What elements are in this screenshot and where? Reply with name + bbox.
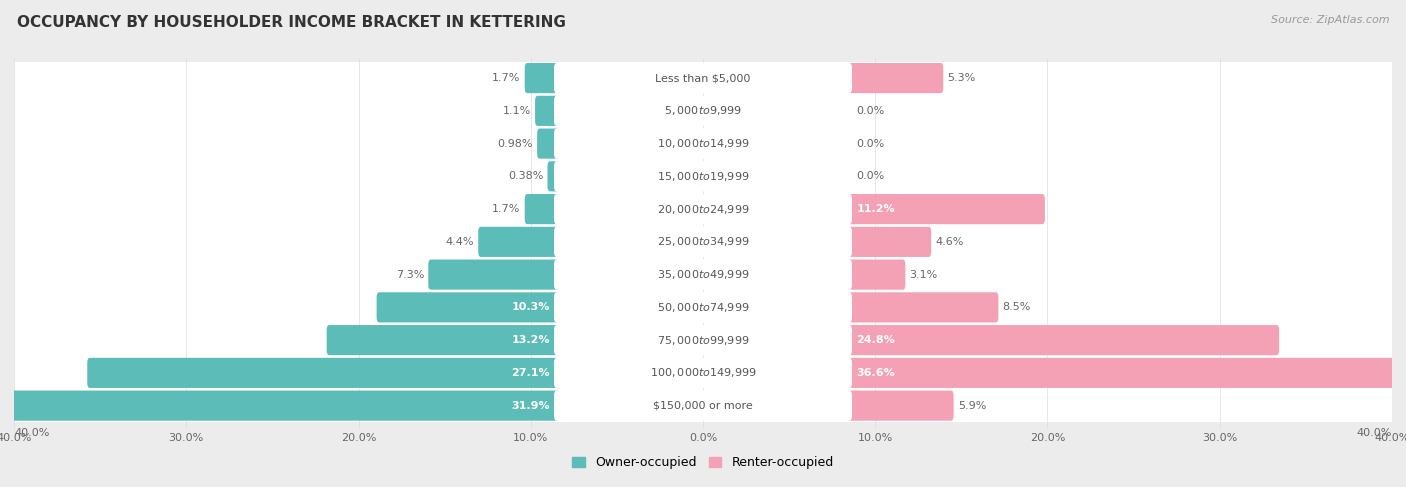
FancyBboxPatch shape bbox=[846, 391, 953, 421]
FancyBboxPatch shape bbox=[554, 391, 852, 421]
FancyBboxPatch shape bbox=[14, 356, 1392, 389]
Text: 40.0%: 40.0% bbox=[14, 428, 49, 438]
FancyBboxPatch shape bbox=[846, 292, 998, 322]
Text: $5,000 to $9,999: $5,000 to $9,999 bbox=[664, 104, 742, 117]
Text: $150,000 or more: $150,000 or more bbox=[654, 401, 752, 411]
Text: 5.9%: 5.9% bbox=[957, 401, 986, 411]
Text: 1.1%: 1.1% bbox=[502, 106, 531, 116]
FancyBboxPatch shape bbox=[846, 325, 1279, 355]
Text: 3.1%: 3.1% bbox=[910, 270, 938, 280]
Text: $15,000 to $19,999: $15,000 to $19,999 bbox=[657, 170, 749, 183]
FancyBboxPatch shape bbox=[846, 194, 1045, 224]
FancyBboxPatch shape bbox=[14, 225, 1392, 258]
FancyBboxPatch shape bbox=[87, 358, 560, 388]
Text: 1.7%: 1.7% bbox=[492, 73, 520, 83]
FancyBboxPatch shape bbox=[846, 358, 1406, 388]
FancyBboxPatch shape bbox=[554, 227, 852, 257]
Text: $10,000 to $14,999: $10,000 to $14,999 bbox=[657, 137, 749, 150]
FancyBboxPatch shape bbox=[14, 324, 1392, 356]
Text: 4.6%: 4.6% bbox=[935, 237, 965, 247]
FancyBboxPatch shape bbox=[326, 325, 560, 355]
FancyBboxPatch shape bbox=[14, 94, 1392, 127]
FancyBboxPatch shape bbox=[14, 258, 1392, 291]
FancyBboxPatch shape bbox=[554, 96, 852, 126]
Text: 24.8%: 24.8% bbox=[856, 335, 896, 345]
FancyBboxPatch shape bbox=[547, 161, 560, 191]
FancyBboxPatch shape bbox=[377, 292, 560, 322]
Text: 40.0%: 40.0% bbox=[1357, 428, 1392, 438]
Text: $75,000 to $99,999: $75,000 to $99,999 bbox=[657, 334, 749, 347]
Text: 0.0%: 0.0% bbox=[856, 139, 884, 149]
FancyBboxPatch shape bbox=[554, 63, 852, 93]
Text: 36.6%: 36.6% bbox=[856, 368, 896, 378]
Text: $35,000 to $49,999: $35,000 to $49,999 bbox=[657, 268, 749, 281]
FancyBboxPatch shape bbox=[524, 63, 560, 93]
Text: 0.98%: 0.98% bbox=[498, 139, 533, 149]
Text: $25,000 to $34,999: $25,000 to $34,999 bbox=[657, 235, 749, 248]
Text: 11.2%: 11.2% bbox=[856, 204, 894, 214]
Text: Less than $5,000: Less than $5,000 bbox=[655, 73, 751, 83]
Text: 0.0%: 0.0% bbox=[856, 171, 884, 181]
FancyBboxPatch shape bbox=[524, 194, 560, 224]
FancyBboxPatch shape bbox=[429, 260, 560, 290]
FancyBboxPatch shape bbox=[554, 358, 852, 388]
Text: 10.3%: 10.3% bbox=[512, 302, 550, 312]
Text: $100,000 to $149,999: $100,000 to $149,999 bbox=[650, 366, 756, 379]
FancyBboxPatch shape bbox=[4, 391, 560, 421]
Text: 27.1%: 27.1% bbox=[512, 368, 550, 378]
Text: 4.4%: 4.4% bbox=[446, 237, 474, 247]
FancyBboxPatch shape bbox=[14, 389, 1392, 422]
FancyBboxPatch shape bbox=[554, 325, 852, 355]
FancyBboxPatch shape bbox=[846, 227, 931, 257]
FancyBboxPatch shape bbox=[554, 129, 852, 159]
Text: Source: ZipAtlas.com: Source: ZipAtlas.com bbox=[1271, 15, 1389, 25]
FancyBboxPatch shape bbox=[554, 194, 852, 224]
Text: 5.3%: 5.3% bbox=[948, 73, 976, 83]
FancyBboxPatch shape bbox=[554, 161, 852, 191]
FancyBboxPatch shape bbox=[14, 62, 1392, 94]
FancyBboxPatch shape bbox=[846, 260, 905, 290]
Text: OCCUPANCY BY HOUSEHOLDER INCOME BRACKET IN KETTERING: OCCUPANCY BY HOUSEHOLDER INCOME BRACKET … bbox=[17, 15, 565, 30]
FancyBboxPatch shape bbox=[14, 160, 1392, 193]
FancyBboxPatch shape bbox=[478, 227, 560, 257]
Text: $20,000 to $24,999: $20,000 to $24,999 bbox=[657, 203, 749, 216]
FancyBboxPatch shape bbox=[14, 193, 1392, 225]
FancyBboxPatch shape bbox=[554, 260, 852, 290]
Legend: Owner-occupied, Renter-occupied: Owner-occupied, Renter-occupied bbox=[568, 451, 838, 474]
FancyBboxPatch shape bbox=[846, 63, 943, 93]
FancyBboxPatch shape bbox=[554, 292, 852, 322]
Text: 7.3%: 7.3% bbox=[395, 270, 425, 280]
Text: 0.0%: 0.0% bbox=[856, 106, 884, 116]
FancyBboxPatch shape bbox=[537, 129, 560, 159]
Text: 31.9%: 31.9% bbox=[512, 401, 550, 411]
FancyBboxPatch shape bbox=[14, 127, 1392, 160]
Text: 1.7%: 1.7% bbox=[492, 204, 520, 214]
FancyBboxPatch shape bbox=[536, 96, 560, 126]
Text: 0.38%: 0.38% bbox=[508, 171, 543, 181]
FancyBboxPatch shape bbox=[14, 291, 1392, 324]
Text: 13.2%: 13.2% bbox=[512, 335, 550, 345]
Text: $50,000 to $74,999: $50,000 to $74,999 bbox=[657, 301, 749, 314]
Text: 8.5%: 8.5% bbox=[1002, 302, 1031, 312]
